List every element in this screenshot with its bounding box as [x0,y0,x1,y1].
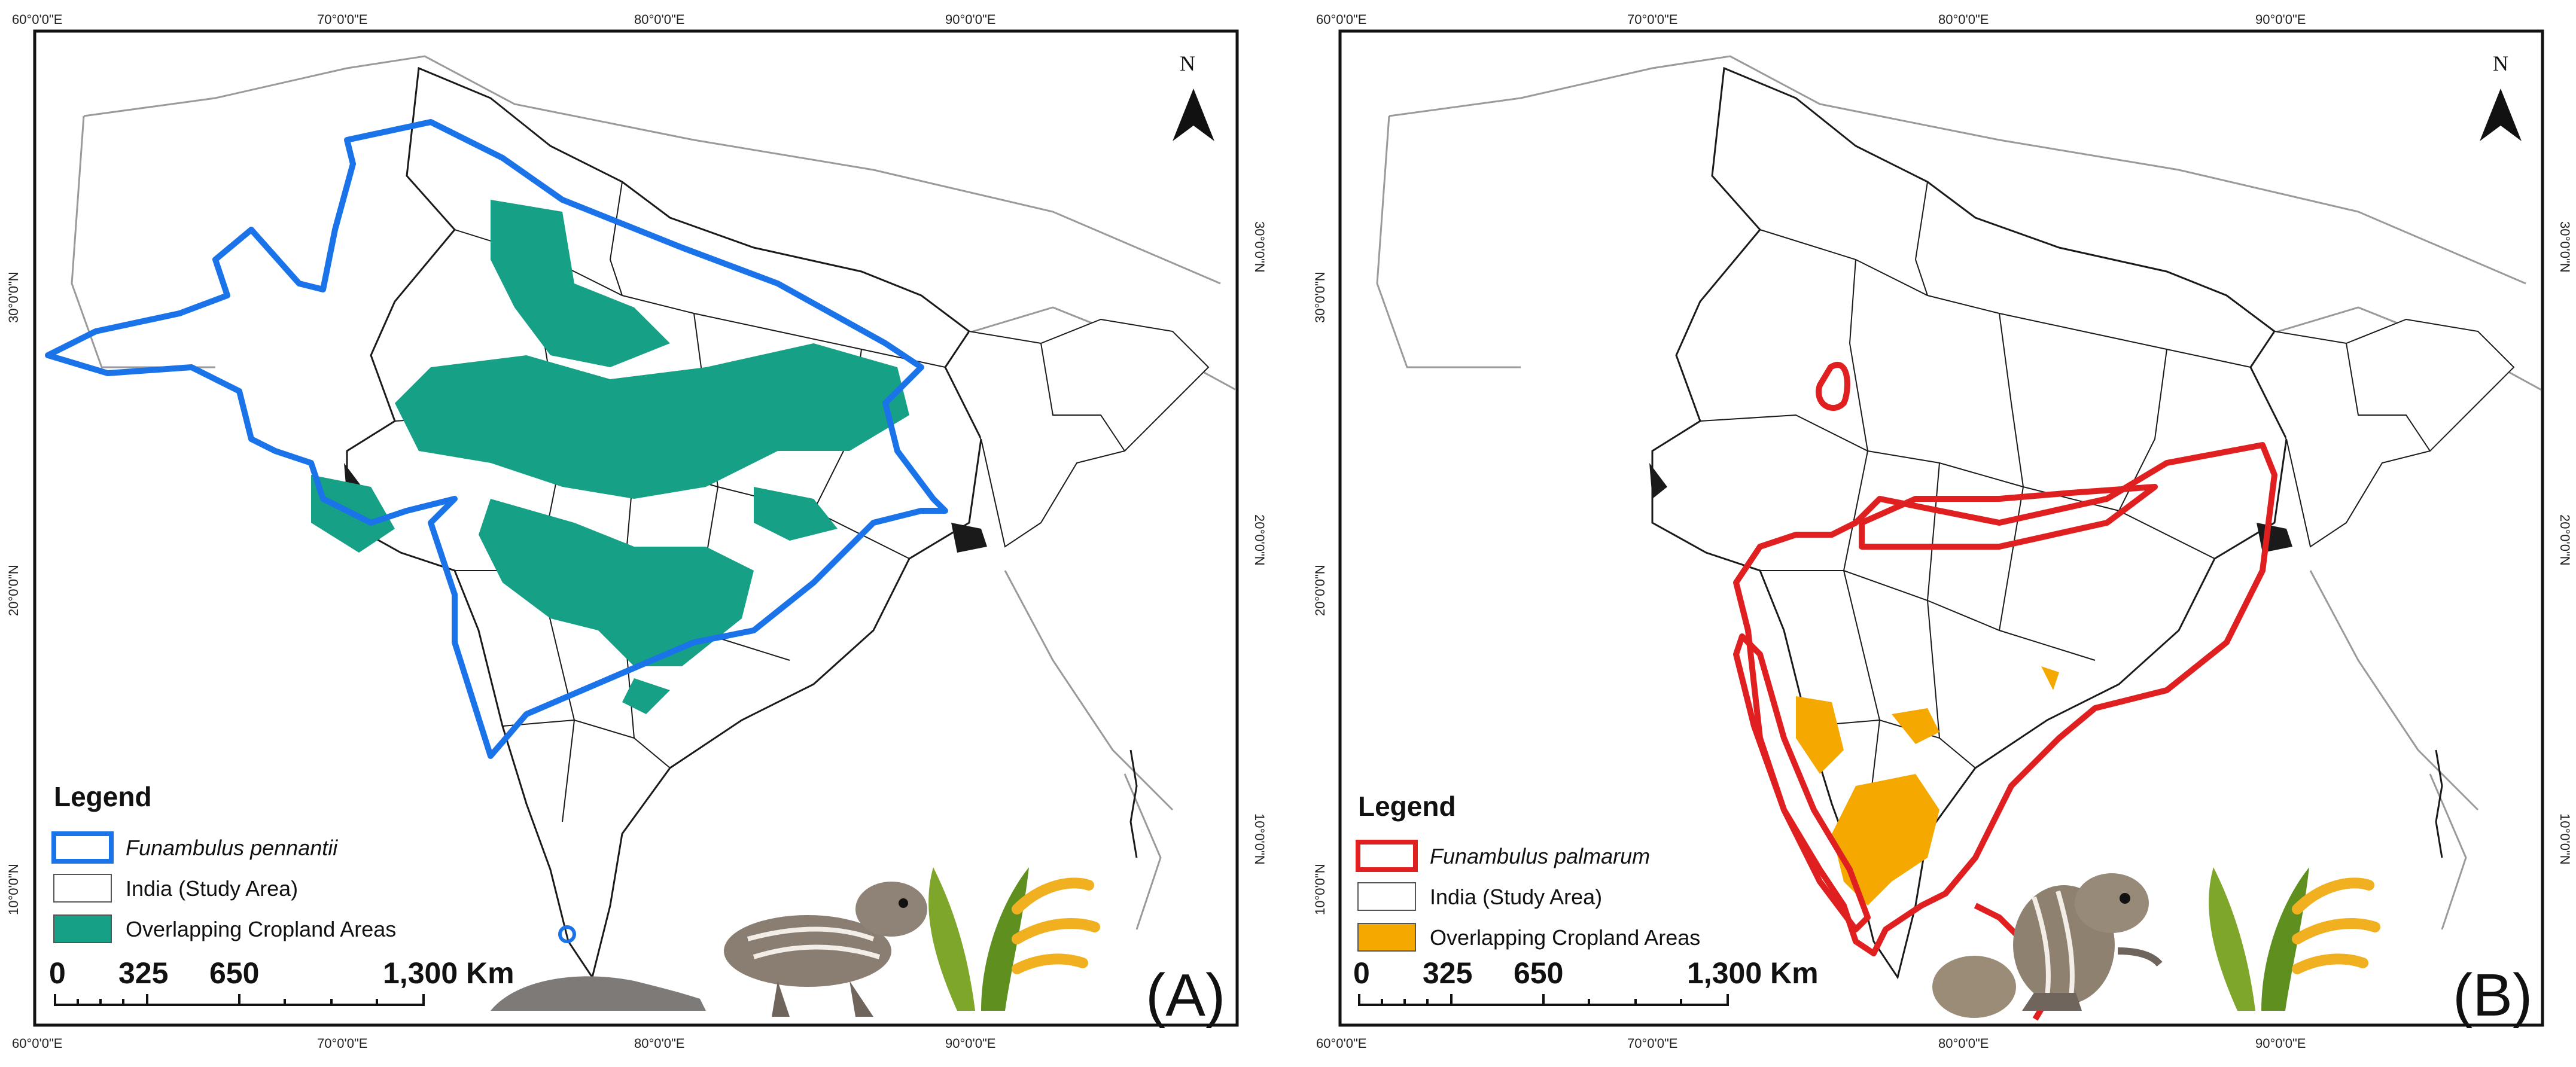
coord-top-2: 70°0'0"E [317,12,367,27]
coord-left-2: 20°0'0"N [1313,565,1327,616]
coord-left-3: 10°0'0"N [6,864,21,915]
coord-bottom-2: 70°0'0"E [317,1036,367,1051]
scale-bar: 0 325 650 1,300 Km [49,956,514,1006]
panel-label-a: (A) [1146,962,1225,1029]
north-arrow: N [2480,51,2522,141]
squirrel-image [1932,873,2163,1018]
coord-bottom-4: 90°0'0"E [945,1036,995,1051]
coord-left-1: 30°0'0"N [6,272,21,323]
coord-top-3: 80°0'0"E [1938,12,1989,27]
coord-bottom-1: 60°0'0"E [12,1036,62,1051]
legend-title: Legend [54,781,152,812]
scale-325: 325 [118,956,168,990]
coord-left-3: 10°0'0"N [1313,864,1327,915]
legend-swatch-study-area [1357,882,1416,911]
coord-left-1: 30°0'0"N [1313,272,1327,323]
coord-top-1: 60°0'0"E [12,12,62,27]
coord-right-1: 30°0'0"N [1252,221,1267,273]
scale-650: 650 [209,956,259,990]
coord-top-4: 90°0'0"E [945,12,995,27]
legend-swatch-overlap [1357,923,1416,952]
panel-a: 60°0'0"E 70°0'0"E 80°0'0"E 90°0'0"E 60°0… [6,12,1267,1051]
legend-study-area: India (Study Area) [1430,885,1602,909]
squirrel-image [491,882,927,1017]
range-polygon [45,119,948,759]
legend-title: Legend [1358,791,1456,822]
coord-bottom-3: 80°0'0"E [1938,1036,1989,1051]
crop-icon [928,867,1100,1011]
coord-bottom-1: 60°0'0"E [1316,1036,1366,1051]
north-arrow: N [1173,51,1214,141]
coord-right-2: 20°0'0"N [2557,514,2572,566]
legend-swatch-study-area [53,874,112,903]
legend-overlap: Overlapping Cropland Areas [126,917,396,941]
legend-species: Funambulus palmarum [1430,844,1650,868]
coord-top-4: 90°0'0"E [2255,12,2306,27]
legend: Legend Funambulus palmarum India (Study … [1356,791,1700,952]
scale-0: 0 [1353,956,1370,990]
coord-top-1: 60°0'0"E [1316,12,1366,27]
overlap-areas [311,200,909,714]
india-map-b [1376,55,2541,1021]
scale-1300: 1,300 Km [1687,956,1819,990]
scale-bar: 0 325 650 1,300 Km [1353,956,1819,1006]
panel-b: 60°0'0"E 70°0'0"E 80°0'0"E 90°0'0"E 60°0… [1313,12,2572,1051]
coord-right-1: 30°0'0"N [2557,221,2572,273]
legend-swatch-range [51,831,114,864]
coord-bottom-4: 90°0'0"E [2255,1036,2306,1051]
scale-325: 325 [1423,956,1472,990]
scale-0: 0 [49,956,66,990]
india-map-a [45,55,1236,978]
coord-right-3: 10°0'0"N [2557,813,2572,865]
legend-swatch-overlap [53,914,112,943]
scale-1300: 1,300 Km [383,956,514,990]
coord-left-2: 20°0'0"N [6,565,21,616]
legend-swatch-range [1356,840,1418,872]
panel-label-b: (B) [2453,962,2532,1029]
north-label: N [2493,51,2508,75]
overlap-areas [1796,666,2059,906]
legend: Legend Funambulus pennantii India (Study… [51,781,396,943]
coord-bottom-3: 80°0'0"E [634,1036,684,1051]
legend-species: Funambulus pennantii [126,836,338,860]
crop-icon [2209,867,2380,1011]
north-label: N [1180,51,1195,75]
coord-bottom-2: 70°0'0"E [1627,1036,1677,1051]
legend-study-area: India (Study Area) [126,876,298,901]
coord-right-2: 20°0'0"N [1252,514,1267,566]
coord-right-3: 10°0'0"N [1252,813,1267,865]
scale-650: 650 [1514,956,1563,990]
coord-top-2: 70°0'0"E [1627,12,1677,27]
legend-overlap: Overlapping Cropland Areas [1430,925,1700,950]
coord-top-3: 80°0'0"E [634,12,684,27]
